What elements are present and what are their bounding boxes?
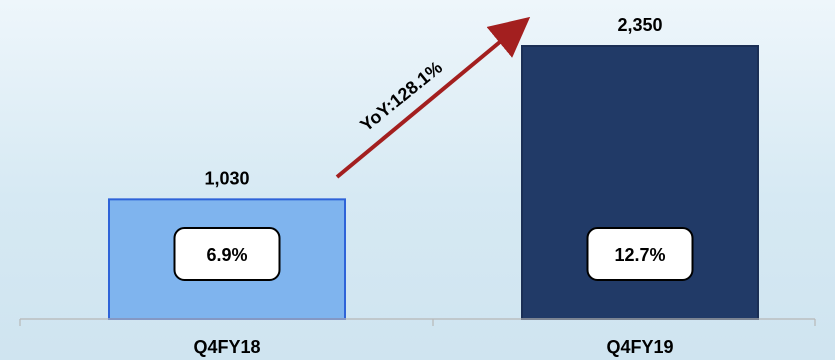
x-tick-label: Q4FY19 [606,337,673,357]
yoy-arrow [335,16,531,179]
bar-value-label: 1,030 [204,168,249,188]
axis-group [19,318,816,326]
labels-group: 1,030 6.9% Q4FY18 2,350 12.7% Q4FY19 [173,15,694,357]
bar-value-label: 2,350 [617,15,662,35]
percentage-box [173,227,281,281]
x-tick-label: Q4FY18 [193,337,260,357]
percentage-label: 6.9% [206,245,247,265]
percentage-label: 12.7% [614,245,665,265]
percentage-box [586,227,694,281]
